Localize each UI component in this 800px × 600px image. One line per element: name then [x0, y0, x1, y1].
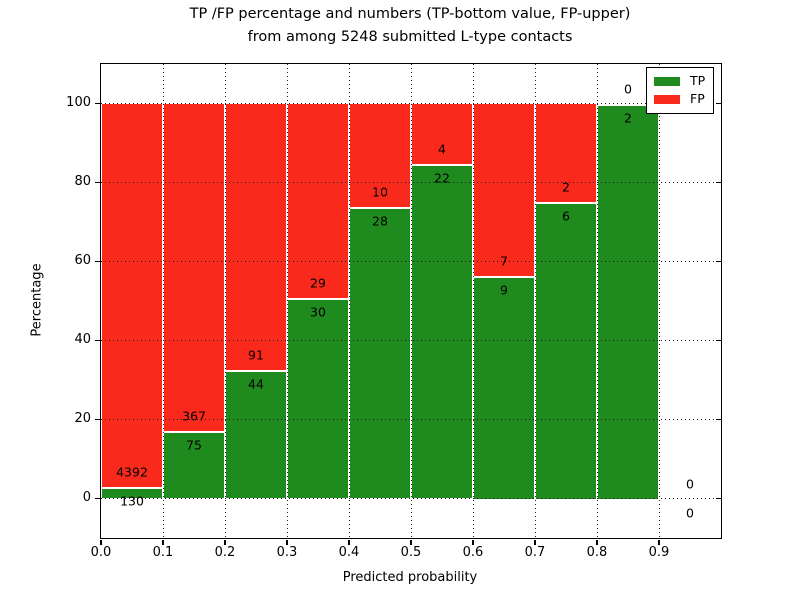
gridline-vertical: [658, 64, 660, 538]
x-tick-label: 0.9: [648, 545, 670, 560]
y-tick-mark-right: [716, 260, 721, 263]
x-tick-label: 0.2: [214, 545, 236, 560]
x-tick-label: 0.7: [524, 545, 546, 560]
y-tick-mark-left: [94, 339, 100, 342]
bar-segment-fp: [287, 103, 349, 298]
y-tick-label: 100: [66, 94, 91, 110]
y-tick-label: 20: [74, 410, 91, 426]
bar-segment-tp: [287, 297, 349, 499]
bar-value-label-fp: 0: [686, 476, 694, 491]
legend-label-tp: TP: [690, 73, 706, 89]
y-tick-mark-right: [716, 497, 721, 500]
bar-segment-tp: [535, 202, 597, 499]
bar-value-label-tp: 22: [434, 170, 450, 186]
gridline-vertical: [348, 64, 350, 538]
bar-value-label-tp: 30: [310, 304, 326, 320]
x-tick-label: 0.5: [400, 545, 422, 560]
x-tick-label: 0.3: [276, 545, 298, 560]
legend-swatch-fp-icon: [654, 94, 680, 104]
y-tick-mark-right: [716, 339, 721, 342]
bar-value-label-fp: 0: [624, 81, 632, 96]
bar-value-label-tp: 44: [248, 376, 264, 392]
legend-entry-tp: TP: [654, 75, 706, 88]
x-tick-mark: [658, 539, 660, 545]
x-tick-mark: [596, 539, 598, 545]
bar-value-label-tp: 28: [372, 213, 388, 229]
y-tick-label: 0: [82, 489, 91, 505]
gridline-vertical: [410, 64, 412, 538]
x-tick-mark: [100, 539, 102, 545]
x-tick-label: 0.1: [152, 545, 174, 560]
bar-segment-fp: [349, 103, 411, 208]
bar-segment-fp: [163, 103, 225, 432]
x-tick-label: 0.8: [586, 545, 608, 560]
bar-segment-fp: [101, 103, 163, 488]
x-tick-label: 0.6: [462, 545, 484, 560]
bar-segment-tp: [411, 164, 473, 499]
x-tick-mark: [472, 539, 474, 545]
y-tick-mark-left: [94, 260, 100, 263]
gridline-vertical: [162, 64, 164, 538]
bar-value-label-fp: 4392: [116, 464, 148, 480]
y-tick-mark-right: [716, 418, 721, 421]
bar-segment-tp: [349, 207, 411, 499]
bar-segment-fp: [473, 103, 535, 277]
x-tick-mark: [162, 539, 164, 545]
x-tick-mark: [224, 539, 226, 545]
y-tick-mark-right: [716, 102, 721, 105]
legend-label-fp: FP: [690, 91, 705, 107]
gridline-vertical: [596, 64, 598, 538]
bar-segment-tp: [225, 369, 287, 499]
y-tick-label: 60: [74, 252, 91, 268]
gridline-vertical: [224, 64, 226, 538]
bar-value-label-tp: 130: [120, 493, 144, 509]
gridline-vertical: [534, 64, 536, 538]
chart-title-line1: TP /FP percentage and numbers (TP-bottom…: [189, 6, 631, 22]
x-axis-label: Predicted probability: [342, 570, 478, 585]
legend-entry-fp: FP: [654, 93, 706, 106]
y-tick-label: 40: [74, 331, 91, 347]
bar-segment-tp: [597, 103, 659, 499]
bar-value-label-fp: 10: [372, 184, 388, 200]
bar-value-label-fp: 29: [310, 275, 326, 291]
y-axis-label: Percentage: [29, 263, 45, 337]
bar-value-label-fp: 4: [438, 141, 446, 157]
y-tick-mark-left: [94, 497, 100, 500]
y-tick-label: 80: [74, 173, 91, 189]
y-tick-mark-right: [716, 181, 721, 184]
plot-area: 0 20 40 60 80 100 0.0 0.1 0.2 0.3 0.4 0.5 0.6 0.7 0.8 0…: [66, 63, 722, 560]
bar-value-label-fp: 91: [248, 347, 264, 363]
x-tick-mark: [410, 539, 412, 545]
bar-value-label-fp: 367: [182, 408, 206, 424]
y-tick-mark-left: [94, 181, 100, 184]
x-tick-mark: [286, 539, 288, 545]
bar-segment-tp: [473, 276, 535, 499]
gridline-vertical: [286, 64, 288, 538]
y-tick-mark-left: [94, 418, 100, 421]
bar-segment-tp: [163, 431, 225, 499]
legend-swatch-tp-icon: [654, 77, 680, 87]
x-tick-mark: [348, 539, 350, 545]
bar-value-label-fp: 7: [500, 253, 508, 269]
x-tick-mark: [534, 539, 536, 545]
bar-value-label-fp: 2: [562, 179, 570, 195]
bar-value-label-tp: 9: [500, 282, 508, 298]
y-tick-mark-left: [94, 102, 100, 105]
gridline-vertical: [472, 64, 474, 538]
x-tick-label: 0.4: [338, 545, 360, 560]
bar-value-label-tp: 2: [624, 110, 632, 125]
x-tick-label: 0.0: [90, 545, 112, 560]
bar-value-label-tp: 75: [186, 437, 202, 453]
bar-segment-fp: [225, 103, 287, 370]
legend: TP FP: [646, 67, 714, 114]
bar-value-label-tp: 6: [562, 208, 570, 224]
chart-title-line2: from among 5248 submitted L-type contact…: [247, 29, 573, 45]
bar-value-label-tp: 0: [686, 505, 694, 520]
